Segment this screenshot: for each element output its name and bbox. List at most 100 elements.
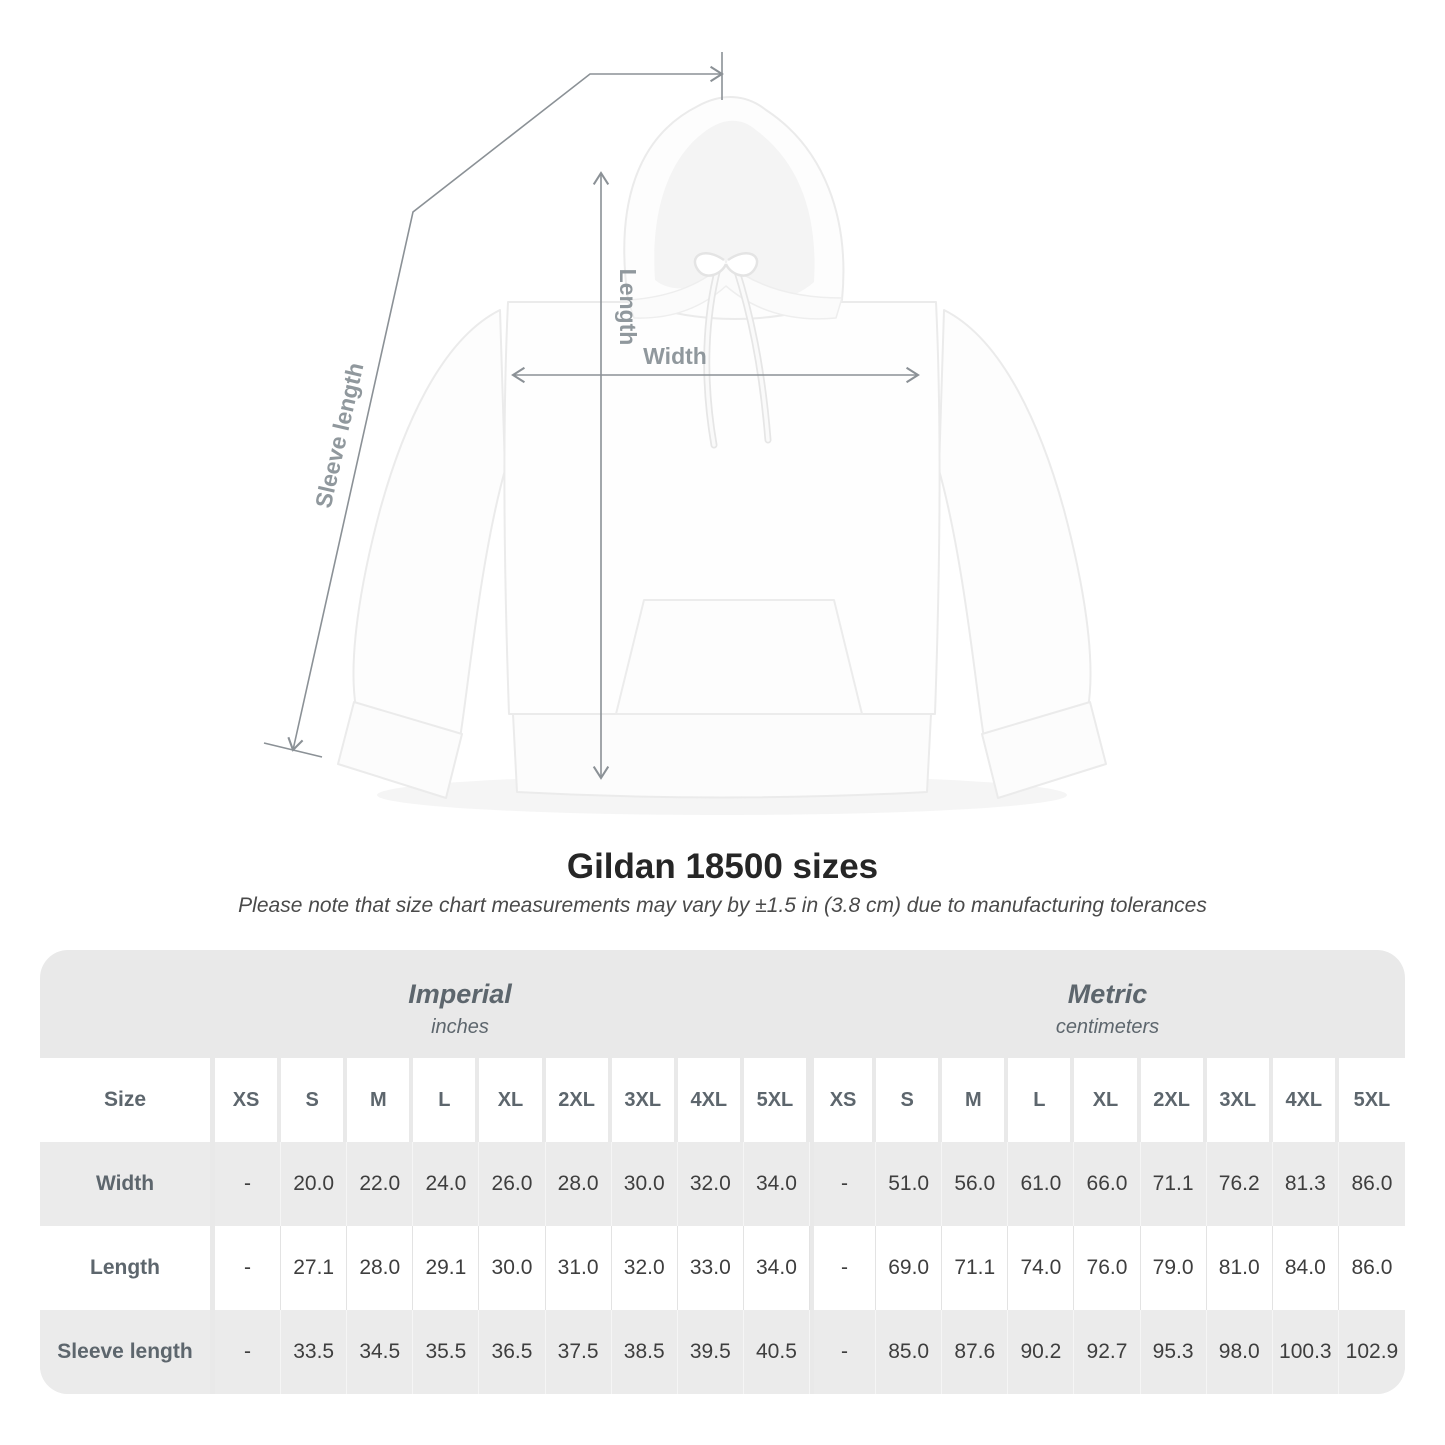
table-row-sleeve-length: Sleeve length - 33.5 34.5 35.5 36.5 37.5… — [40, 1310, 1405, 1394]
table-header-row: Size XS S M L XL 2XL 3XL 4XL 5XL XS S M … — [40, 1058, 1405, 1142]
value-cell: - — [810, 1226, 877, 1310]
value-cell: 36.5 — [479, 1310, 546, 1394]
value-cell: 79.0 — [1140, 1226, 1207, 1310]
value-cell: 32.0 — [677, 1142, 744, 1226]
width-label: Width — [643, 343, 707, 369]
value-cell: 76.0 — [1074, 1226, 1141, 1310]
sleeve-length-arrow — [287, 65, 724, 752]
value-cell: 102.9 — [1338, 1310, 1405, 1394]
table-row-length: Length - 27.1 28.0 29.1 30.0 31.0 32.0 3… — [40, 1226, 1405, 1310]
imperial-sublabel: inches — [431, 1016, 489, 1038]
col-header: S — [281, 1058, 348, 1142]
col-header: 4XL — [677, 1058, 744, 1142]
value-cell: 61.0 — [1008, 1142, 1075, 1226]
col-header: 3XL — [611, 1058, 678, 1142]
value-cell: 74.0 — [1008, 1226, 1075, 1310]
value-cell: 56.0 — [942, 1142, 1009, 1226]
size-table: Imperial inches Metric centimeters Size … — [40, 950, 1405, 1394]
value-cell: 30.0 — [479, 1226, 546, 1310]
value-cell: 22.0 — [347, 1142, 414, 1226]
page-subtitle: Please note that size chart measurements… — [238, 894, 1207, 917]
value-cell: 81.3 — [1272, 1142, 1339, 1226]
value-cell: 76.2 — [1206, 1142, 1273, 1226]
imperial-label: Imperial — [408, 979, 512, 1009]
value-cell: 86.0 — [1338, 1142, 1405, 1226]
col-header: 5XL — [743, 1058, 810, 1142]
metric-section-header: Metric centimeters — [810, 950, 1405, 1058]
col-header: XL — [479, 1058, 546, 1142]
value-cell: 34.0 — [743, 1142, 810, 1226]
row-label: Sleeve length — [40, 1310, 215, 1394]
value-cell: - — [810, 1310, 877, 1394]
sleeve-end-tick — [263, 742, 323, 758]
value-cell: 28.0 — [347, 1226, 414, 1310]
col-header: XS — [810, 1058, 877, 1142]
col-header: XL — [1074, 1058, 1141, 1142]
value-cell: - — [215, 1142, 282, 1226]
value-cell: 35.5 — [413, 1310, 480, 1394]
value-cell: 84.0 — [1272, 1226, 1339, 1310]
value-cell: 100.3 — [1272, 1310, 1339, 1394]
size-header-cell: Size — [40, 1058, 215, 1142]
metric-label: Metric — [1067, 979, 1148, 1009]
sleeve-length-label: Sleeve length — [310, 360, 369, 510]
value-cell: - — [810, 1142, 877, 1226]
col-header: L — [413, 1058, 480, 1142]
metric-sublabel: centimeters — [1055, 1016, 1160, 1038]
hoodie-illustration — [337, 96, 1107, 815]
hoodie-bow-right-loop — [724, 252, 759, 277]
value-cell: 34.0 — [743, 1226, 810, 1310]
col-header: 3XL — [1206, 1058, 1273, 1142]
value-cell: 37.5 — [545, 1310, 612, 1394]
hoodie-right-sleeve — [938, 309, 1092, 739]
value-cell: 85.0 — [876, 1310, 943, 1394]
row-label: Length — [40, 1226, 215, 1310]
value-cell: 20.0 — [281, 1142, 348, 1226]
value-cell: 27.1 — [281, 1226, 348, 1310]
value-cell: 86.0 — [1338, 1226, 1405, 1310]
value-cell: 33.5 — [281, 1310, 348, 1394]
col-header: 5XL — [1338, 1058, 1405, 1142]
value-cell: 69.0 — [876, 1226, 943, 1310]
value-cell: 32.0 — [611, 1226, 678, 1310]
imperial-section-header: Imperial inches — [40, 950, 810, 1058]
table-row-width: Width - 20.0 22.0 24.0 26.0 28.0 30.0 32… — [40, 1142, 1405, 1226]
value-cell: 38.5 — [611, 1310, 678, 1394]
value-cell: 40.5 — [743, 1310, 810, 1394]
value-cell: 31.0 — [545, 1226, 612, 1310]
value-cell: 87.6 — [942, 1310, 1009, 1394]
col-header: M — [347, 1058, 414, 1142]
value-cell: 29.1 — [413, 1226, 480, 1310]
col-header: L — [1008, 1058, 1075, 1142]
value-cell: 90.2 — [1008, 1310, 1075, 1394]
length-label: Length — [615, 269, 641, 346]
value-cell: 33.0 — [677, 1226, 744, 1310]
value-cell: 71.1 — [1140, 1142, 1207, 1226]
value-cell: 92.7 — [1074, 1310, 1141, 1394]
value-cell: 39.5 — [677, 1310, 744, 1394]
hoodie-measurement-diagram: Length Width Sleeve length — [263, 52, 1107, 815]
value-cell: 24.0 — [413, 1142, 480, 1226]
hoodie-pocket — [615, 599, 863, 715]
page-title: Gildan 18500 sizes — [566, 847, 879, 886]
value-cell: - — [215, 1310, 282, 1394]
value-cell: 98.0 — [1206, 1310, 1273, 1394]
col-header: 2XL — [545, 1058, 612, 1142]
value-cell: 71.1 — [942, 1226, 1009, 1310]
row-label: Width — [40, 1142, 215, 1226]
col-header: M — [942, 1058, 1009, 1142]
hoodie-right-cuff — [981, 701, 1107, 799]
measurement-annotations — [263, 52, 920, 780]
hoodie-hem-band — [512, 713, 932, 799]
col-header: S — [876, 1058, 943, 1142]
value-cell: 26.0 — [479, 1142, 546, 1226]
col-header: 2XL — [1140, 1058, 1207, 1142]
value-cell: 30.0 — [611, 1142, 678, 1226]
col-header: XS — [215, 1058, 282, 1142]
unit-section-band: Imperial inches Metric centimeters — [40, 950, 1405, 1058]
hoodie-drawstring-right-hl — [734, 266, 770, 442]
col-header: 4XL — [1272, 1058, 1339, 1142]
value-cell: 81.0 — [1206, 1226, 1273, 1310]
value-cell: 66.0 — [1074, 1142, 1141, 1226]
